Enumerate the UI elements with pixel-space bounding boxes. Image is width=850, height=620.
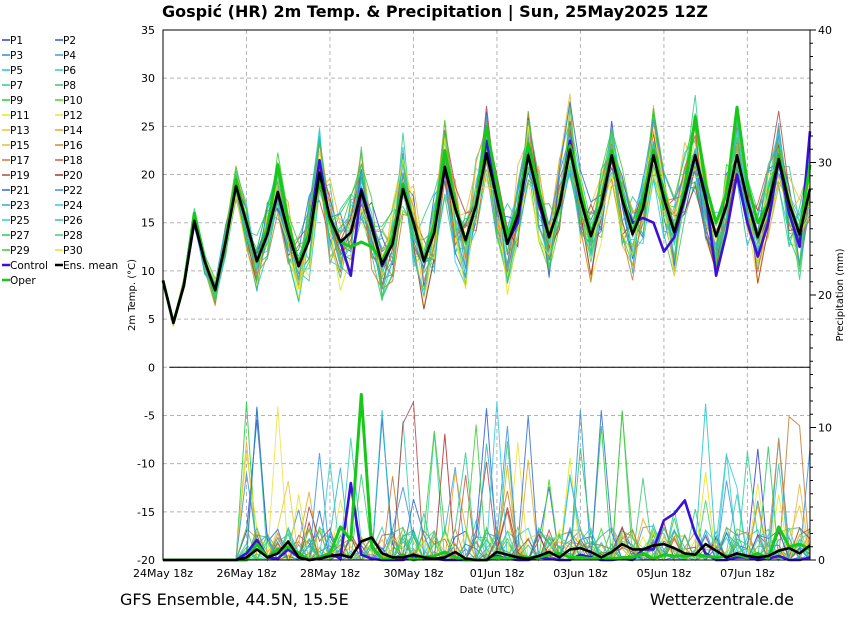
y-left-tick-label: -10 <box>137 458 155 471</box>
y-right-tick-label: 0 <box>818 554 825 567</box>
legend-label: P26 <box>63 215 83 227</box>
legend-label: P25 <box>10 215 30 227</box>
legend-label: P2 <box>63 35 76 47</box>
footer-model-info: GFS Ensemble, 44.5N, 15.5E <box>120 590 349 609</box>
legend-label: P4 <box>63 50 76 62</box>
legend-label: P1 <box>10 35 23 47</box>
legend-label: P5 <box>10 65 23 77</box>
legend-label: P29 <box>10 245 30 257</box>
y-axis-left-label: 2m Temp. (°C) <box>127 259 138 331</box>
y-left-tick-label: 25 <box>141 120 155 133</box>
legend-label: P8 <box>63 80 76 92</box>
y-left-tick-label: 5 <box>148 313 155 326</box>
legend-label: P10 <box>63 95 83 107</box>
y-left-tick-label: -15 <box>137 506 155 519</box>
y-left-tick-label: 15 <box>141 217 155 230</box>
legend-label: P20 <box>63 170 83 182</box>
x-tick-label: 24May 18z <box>133 567 193 580</box>
legend-label: P11 <box>10 110 30 122</box>
legend-label: P13 <box>10 125 30 137</box>
y-right-tick-label: 40 <box>818 24 832 37</box>
legend: P1 P2 P3 P4 P5 P6 P7 P8 P9 P10 P11 P12 P13 P14 P15 P16 P… <box>2 35 118 287</box>
legend-label: P3 <box>10 50 23 62</box>
legend-label: P23 <box>10 200 30 212</box>
legend-label: P28 <box>63 230 83 242</box>
y-right-tick-label: 20 <box>818 289 832 302</box>
y-right-tick-label: 30 <box>818 157 832 170</box>
x-axis-label: Date (UTC) <box>460 585 515 596</box>
temp-line-oper <box>161 105 812 325</box>
x-tick-label: 28May 18z <box>300 567 360 580</box>
x-tick-label: 01Jun 18z <box>470 567 525 580</box>
legend-label: P9 <box>10 95 23 107</box>
legend-label: P27 <box>10 230 30 242</box>
legend-label: P19 <box>10 170 30 182</box>
y-axis-right-label: Precipitation (mm) <box>835 248 846 341</box>
legend-label: P22 <box>63 185 83 197</box>
y-left-tick-label: 10 <box>141 265 155 278</box>
grid <box>163 30 810 560</box>
footer-source: Wetterzentrale.de <box>650 590 794 609</box>
legend-label: P18 <box>63 155 83 167</box>
y-right-tick-label: 10 <box>818 422 832 435</box>
x-tick-label: 03Jun 18z <box>553 567 608 580</box>
legend-label: P14 <box>63 125 83 137</box>
legend-label: P21 <box>10 185 30 197</box>
legend-label: P16 <box>63 140 83 152</box>
legend-label: P17 <box>10 155 30 167</box>
legend-label: P6 <box>63 65 76 77</box>
legend-label: P7 <box>10 80 23 92</box>
legend-label: P30 <box>63 245 83 257</box>
y-left-tick-label: -5 <box>144 409 155 422</box>
y-left-tick-label: 20 <box>141 169 155 182</box>
y-left-tick-label: 35 <box>141 24 155 37</box>
x-tick-label: 30May 18z <box>383 567 443 580</box>
chart-title: Gospić (HR) 2m Temp. & Precipitation | S… <box>162 2 708 22</box>
x-tick-label: 26May 18z <box>216 567 276 580</box>
legend-label: Oper <box>10 275 36 287</box>
y-left-tick-label: 0 <box>148 361 155 374</box>
temp-line-ens-mean <box>161 148 812 325</box>
legend-label: P15 <box>10 140 30 152</box>
legend-label: Ens. mean <box>63 260 118 272</box>
legend-label: P12 <box>63 110 83 122</box>
x-tick-label: 05Jun 18z <box>637 567 692 580</box>
legend-label: Control <box>10 260 48 272</box>
legend-label: P24 <box>63 200 83 212</box>
ensemble-member-lines <box>162 93 811 562</box>
y-left-tick-label: -20 <box>137 554 155 567</box>
y-left-tick-label: 30 <box>141 72 155 85</box>
x-tick-label: 07Jun 18z <box>720 567 775 580</box>
